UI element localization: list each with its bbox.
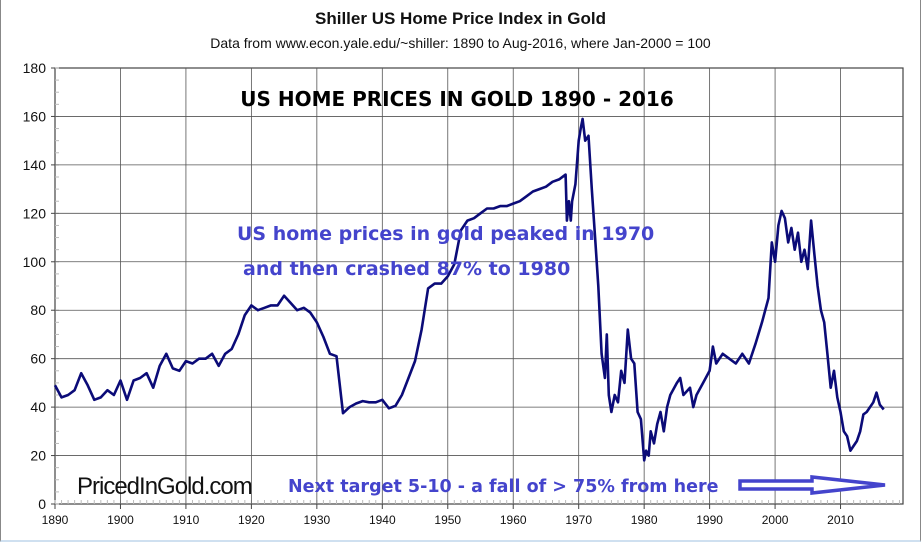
y-tick-label: 40	[30, 399, 46, 415]
series-line	[53, 117, 885, 462]
x-tick-label: 1900	[107, 513, 134, 527]
y-tick-label: 120	[23, 205, 47, 221]
y-tick-label: 140	[23, 157, 47, 173]
y-tick-label: 100	[23, 254, 47, 270]
headline-annotation: US HOME PRICES IN GOLD 1890 - 2016	[240, 87, 674, 111]
peak-annotation-line1: US home prices in gold peaked in 1970	[237, 223, 654, 245]
x-tick-label: 1910	[173, 513, 200, 527]
x-tick-label: 2000	[762, 513, 789, 527]
y-tick-label: 0	[38, 496, 46, 512]
peak-annotation-line2: and then crashed 87% to 1980	[243, 258, 570, 280]
right-arrow-icon	[738, 475, 886, 495]
y-tick-label: 180	[23, 60, 47, 76]
y-tick-label: 80	[30, 302, 46, 318]
y-tick-label: 20	[30, 448, 46, 464]
x-tick-label: 1930	[303, 513, 330, 527]
x-tick-label: 1970	[565, 513, 592, 527]
y-tick-label: 60	[30, 351, 46, 367]
x-tick-label: 1890	[42, 513, 69, 527]
x-tick-label: 1950	[434, 513, 461, 527]
x-tick-label: 2010	[827, 513, 854, 527]
y-tick-label: 160	[23, 108, 47, 124]
chart-title: Shiller US Home Price Index in Gold	[315, 9, 606, 28]
x-tick-label: 1990	[696, 513, 723, 527]
x-tick-label: 1940	[369, 513, 396, 527]
watermark-logo: PricedInGold.com	[77, 473, 252, 500]
chart-subtitle: Data from www.econ.yale.edu/~shiller: 18…	[210, 35, 711, 51]
x-tick-label: 1920	[238, 513, 265, 527]
x-tick-label: 1960	[500, 513, 527, 527]
x-tick-label: 1980	[631, 513, 658, 527]
plot-area	[54, 67, 904, 505]
target-annotation: Next target 5-10 - a fall of > 75% from …	[288, 477, 719, 497]
